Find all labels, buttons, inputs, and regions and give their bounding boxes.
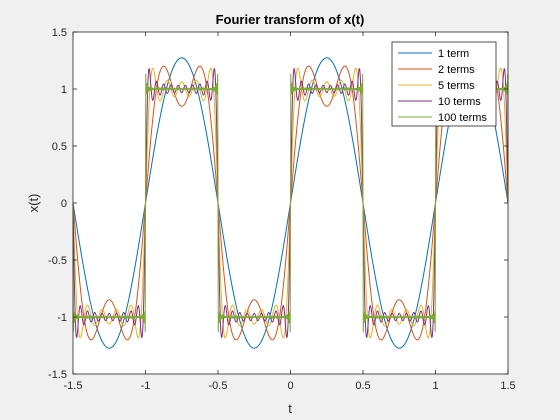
legend-label: 10 terms bbox=[438, 96, 481, 108]
chart-title: Fourier transform of x(t) bbox=[216, 12, 365, 27]
x-tick-label: -0.5 bbox=[209, 380, 228, 392]
x-tick-label: -1.5 bbox=[64, 380, 83, 392]
y-tick-label: -1 bbox=[57, 312, 67, 324]
y-tick-label: 0.5 bbox=[52, 141, 67, 153]
axes-box bbox=[72, 31, 509, 375]
series-line-100 bbox=[72, 73, 509, 333]
legend-items: 1 term 2 terms 5 terms 10 terms 100 terms bbox=[398, 48, 487, 124]
legend-box bbox=[391, 41, 497, 127]
x-tick-label: 0.5 bbox=[355, 380, 370, 392]
y-tick-label: 1 bbox=[61, 84, 67, 96]
y-axis-ticks: -1.5 -1 -0.5 0 0.5 1 1.5 bbox=[48, 27, 508, 381]
y-tick-label: 1.5 bbox=[52, 27, 67, 39]
y-tick-label: 0 bbox=[61, 198, 67, 210]
legend-label: 100 terms bbox=[438, 112, 487, 124]
legend-label: 1 term bbox=[438, 48, 469, 60]
x-tick-label: 1 bbox=[432, 380, 438, 392]
y-axis-label: x(t) bbox=[26, 194, 41, 213]
x-tick-label: -1 bbox=[141, 380, 151, 392]
x-axis-label: t bbox=[288, 401, 292, 416]
legend-label: 5 terms bbox=[438, 80, 475, 92]
legend-label: 2 terms bbox=[438, 64, 475, 76]
series-lines bbox=[72, 57, 509, 349]
legend[interactable]: 1 term 2 terms 5 terms 10 terms 100 terms bbox=[391, 41, 497, 127]
x-tick-label: 0 bbox=[287, 380, 293, 392]
y-tick-label: -1.5 bbox=[48, 369, 67, 381]
x-tick-label: 1.5 bbox=[500, 380, 515, 392]
x-axis-ticks: -1.5 -1 -0.5 0 0.5 1 1.5 bbox=[64, 32, 516, 392]
y-tick-label: -0.5 bbox=[48, 255, 67, 267]
